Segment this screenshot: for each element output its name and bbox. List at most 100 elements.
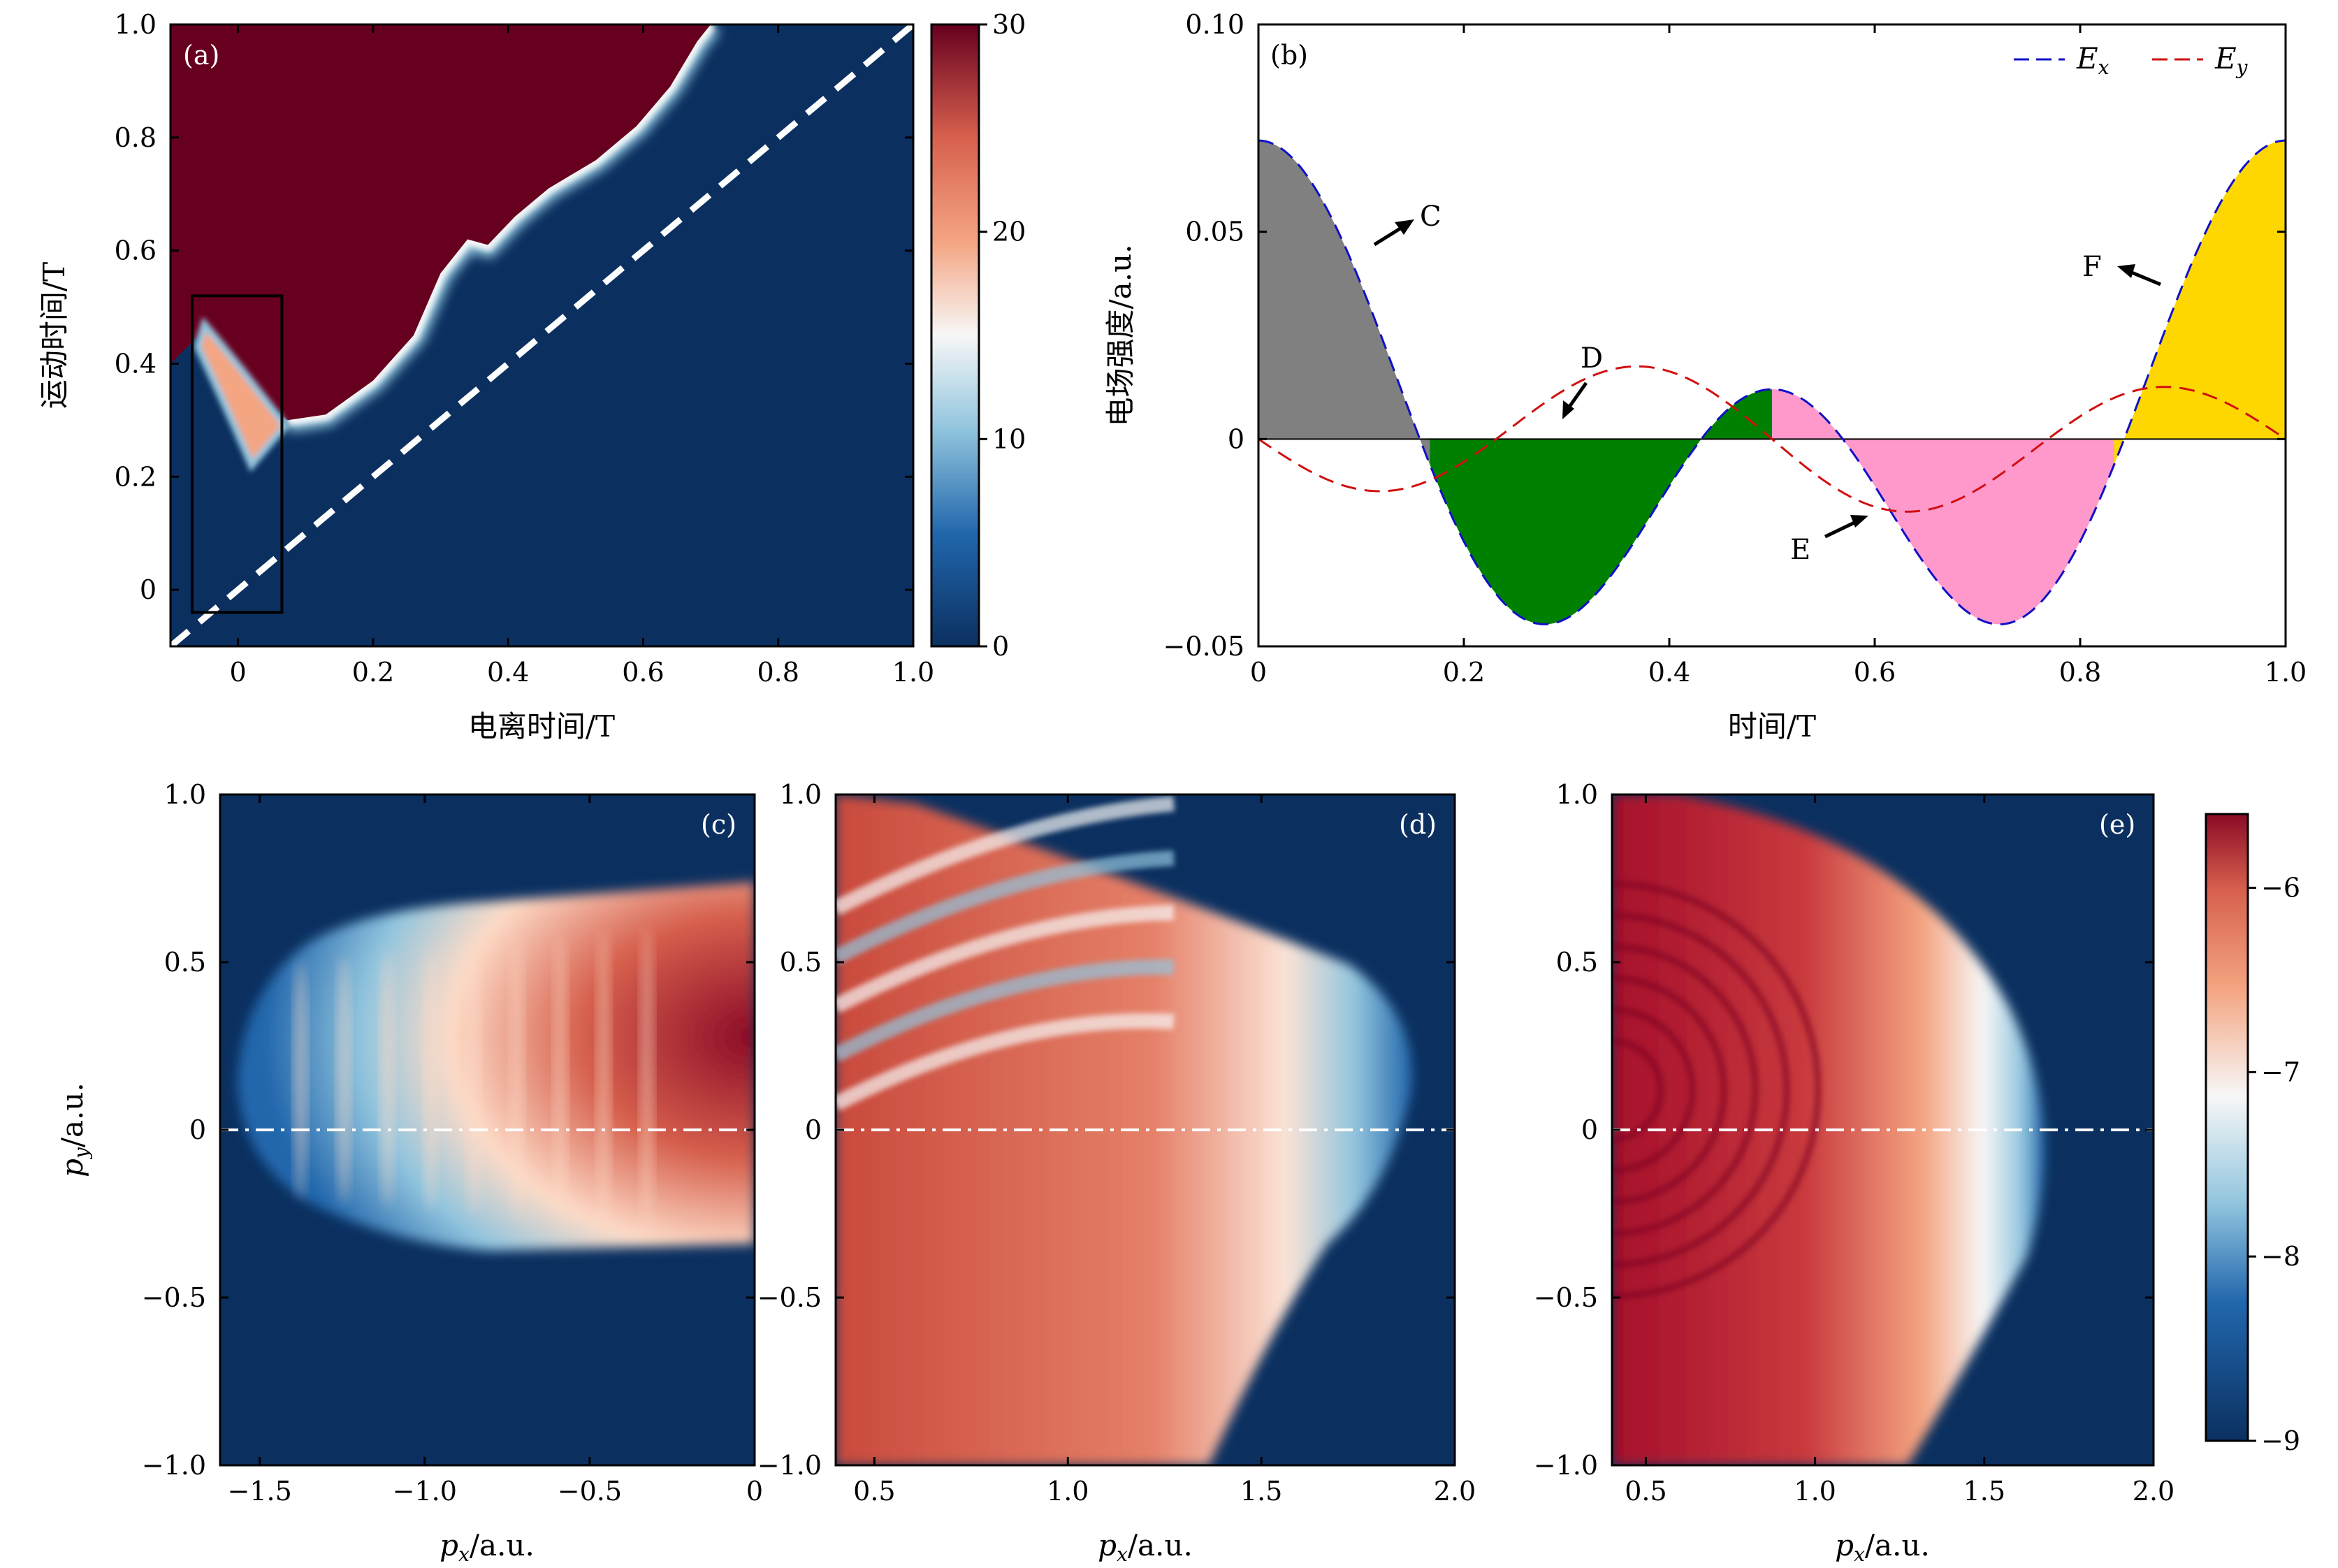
- y-tick-label: −1.0: [142, 1450, 206, 1481]
- panel-a-frame: [169, 23, 915, 648]
- x-tick-label: 0: [746, 1476, 763, 1507]
- panel-b-frame: [1257, 23, 2287, 648]
- panel-e-xlabel: px/a.u.: [1835, 1528, 1930, 1566]
- fringe: [380, 952, 394, 1207]
- panel-c-ticks: −1.5 −1.0 −0.5 0 −1.0 −0.5 0 0.5 1.0: [142, 779, 763, 1507]
- panel-d-fringes: [836, 796, 1175, 1111]
- x-tick-label: 0.6: [1854, 657, 1896, 688]
- x-tick-label: 1.0: [892, 657, 934, 688]
- y-tick-label: 0: [805, 1115, 822, 1145]
- panel-a-high-region: [170, 24, 711, 421]
- panel-a-ylabel: 运动时间/T: [37, 262, 71, 409]
- panel-c-distribution: [238, 882, 755, 1251]
- panel-c-ylabel: py/a.u.: [55, 1082, 93, 1177]
- x-tick-label: 0.5: [853, 1476, 895, 1507]
- panel-d-ticks: 0.5 1.0 1.5 2.0 −1.0 −0.5 0 0.5 1.0: [757, 779, 1476, 1507]
- panel-a-highlight-box: [190, 294, 284, 614]
- annotation-C: C: [1373, 201, 1442, 247]
- x-tick-label: 0.8: [2059, 657, 2101, 688]
- y-tick-label: −0.05: [1163, 631, 1244, 662]
- y-tick-label: 0.5: [164, 947, 206, 978]
- x-tick-label: 0.4: [1648, 657, 1690, 688]
- panel-b-label: (b): [1270, 40, 1308, 71]
- y-tick-label: 0.5: [1556, 947, 1598, 978]
- x-tick-label: 0: [1250, 657, 1267, 688]
- fringe: [337, 957, 351, 1203]
- panel-e-ticks: 0.5 1.0 1.5 2.0 −1.0 −0.5 0 0.5 1.0: [1534, 779, 2175, 1507]
- panel-b-xlabel: 时间/T: [1728, 709, 1816, 743]
- panel-e-fringes: [1612, 880, 1822, 1300]
- y-tick-label: −0.5: [757, 1282, 822, 1313]
- y-tick-label: −0.5: [1534, 1282, 1598, 1313]
- fringe: [1612, 1038, 1664, 1142]
- y-tick-label: −0.5: [142, 1282, 206, 1313]
- shade-region-C: [1258, 140, 1430, 465]
- panel-a-colorbar: [930, 23, 980, 648]
- panel-a-spike: [194, 317, 290, 472]
- colorbar-tick-label: 20: [992, 217, 1026, 247]
- series-Ex-line: [1258, 139, 2286, 625]
- annotation-F: F: [2082, 251, 2161, 286]
- y-tick-label: 0.10: [1185, 9, 1244, 40]
- y-tick-label: 1.0: [115, 9, 157, 40]
- x-tick-label: 2.0: [2133, 1476, 2174, 1507]
- series-Ey-line: [1258, 365, 2286, 513]
- panel-c: (c) −1.5 −1.0 −0.5 0 −1.0 −0.5 0 0.5 1.0 px/a.u.…: [55, 779, 763, 1566]
- arrow-E: [1824, 518, 1860, 539]
- arrow-D: [1566, 382, 1588, 410]
- shade-region-D: [1430, 389, 1772, 625]
- x-tick-label: −1.0: [393, 1476, 457, 1507]
- annotation-D: D: [1562, 342, 1603, 419]
- y-tick-label: 0: [140, 574, 157, 605]
- y-tick-label: 1.0: [164, 779, 206, 810]
- x-tick-label: −0.5: [558, 1476, 622, 1507]
- annotation-D-label: D: [1581, 342, 1603, 375]
- y-tick-label: −1.0: [1534, 1450, 1598, 1481]
- shade-region-E: [1772, 389, 2114, 625]
- y-tick-label: −1.0: [757, 1450, 822, 1481]
- panel-b-ylabel: 电场强度/a.u.: [1103, 245, 1138, 427]
- colorbar-tick-label: 10: [992, 423, 1026, 454]
- arrowhead-F: [2117, 264, 2135, 278]
- panel-a-diagonal-line: [170, 24, 913, 646]
- x-tick-label: 0: [230, 657, 247, 688]
- y-tick-label: 0: [189, 1115, 206, 1145]
- x-tick-label: 1.0: [1047, 1476, 1089, 1507]
- colorbar-tick-label: 30: [992, 9, 1026, 40]
- x-tick-label: 1.0: [1794, 1476, 1836, 1507]
- fringe: [553, 936, 567, 1224]
- fringe: [836, 796, 1175, 915]
- y-tick-label: 0.8: [115, 122, 157, 153]
- fringe: [597, 931, 611, 1228]
- arrow-F: [2128, 269, 2161, 286]
- panel-e-colorbar-ticks: −9 −8 −7 −6: [2248, 873, 2300, 1456]
- fringe: [836, 959, 1175, 1062]
- y-tick-label: 0.05: [1185, 217, 1244, 247]
- annotation-F-label: F: [2082, 251, 2102, 283]
- y-tick-label: 1.0: [1556, 779, 1598, 810]
- y-tick-label: 0.4: [115, 348, 157, 379]
- fringe: [640, 927, 654, 1232]
- panel-a: (a) 0 0.2 0.4 0.6 0.8 1.0 0 0.2 0.4 0.6 0.8 1.0 电离时…: [37, 9, 1026, 743]
- x-tick-label: 0.4: [487, 657, 529, 688]
- colorbar-tick-label: 0: [992, 631, 1009, 662]
- arrowhead-C: [1395, 219, 1414, 235]
- colorbar-tick-label: −6: [2261, 873, 2300, 903]
- x-tick-label: 1.5: [1240, 1476, 1282, 1507]
- x-tick-label: 0.8: [757, 657, 799, 688]
- panel-d-label: (d): [1399, 809, 1437, 840]
- fringe: [1612, 880, 1822, 1300]
- y-tick-label: 0: [1228, 423, 1244, 454]
- x-tick-label: 0.5: [1625, 1476, 1667, 1507]
- fringe: [1612, 943, 1759, 1237]
- panel-a-label: (a): [183, 40, 219, 71]
- fringe: [1612, 1006, 1696, 1174]
- fringe: [423, 948, 437, 1211]
- fringe: [510, 940, 524, 1219]
- y-tick-label: 0: [1581, 1115, 1598, 1145]
- fringe: [293, 961, 307, 1198]
- fringe: [1612, 912, 1790, 1268]
